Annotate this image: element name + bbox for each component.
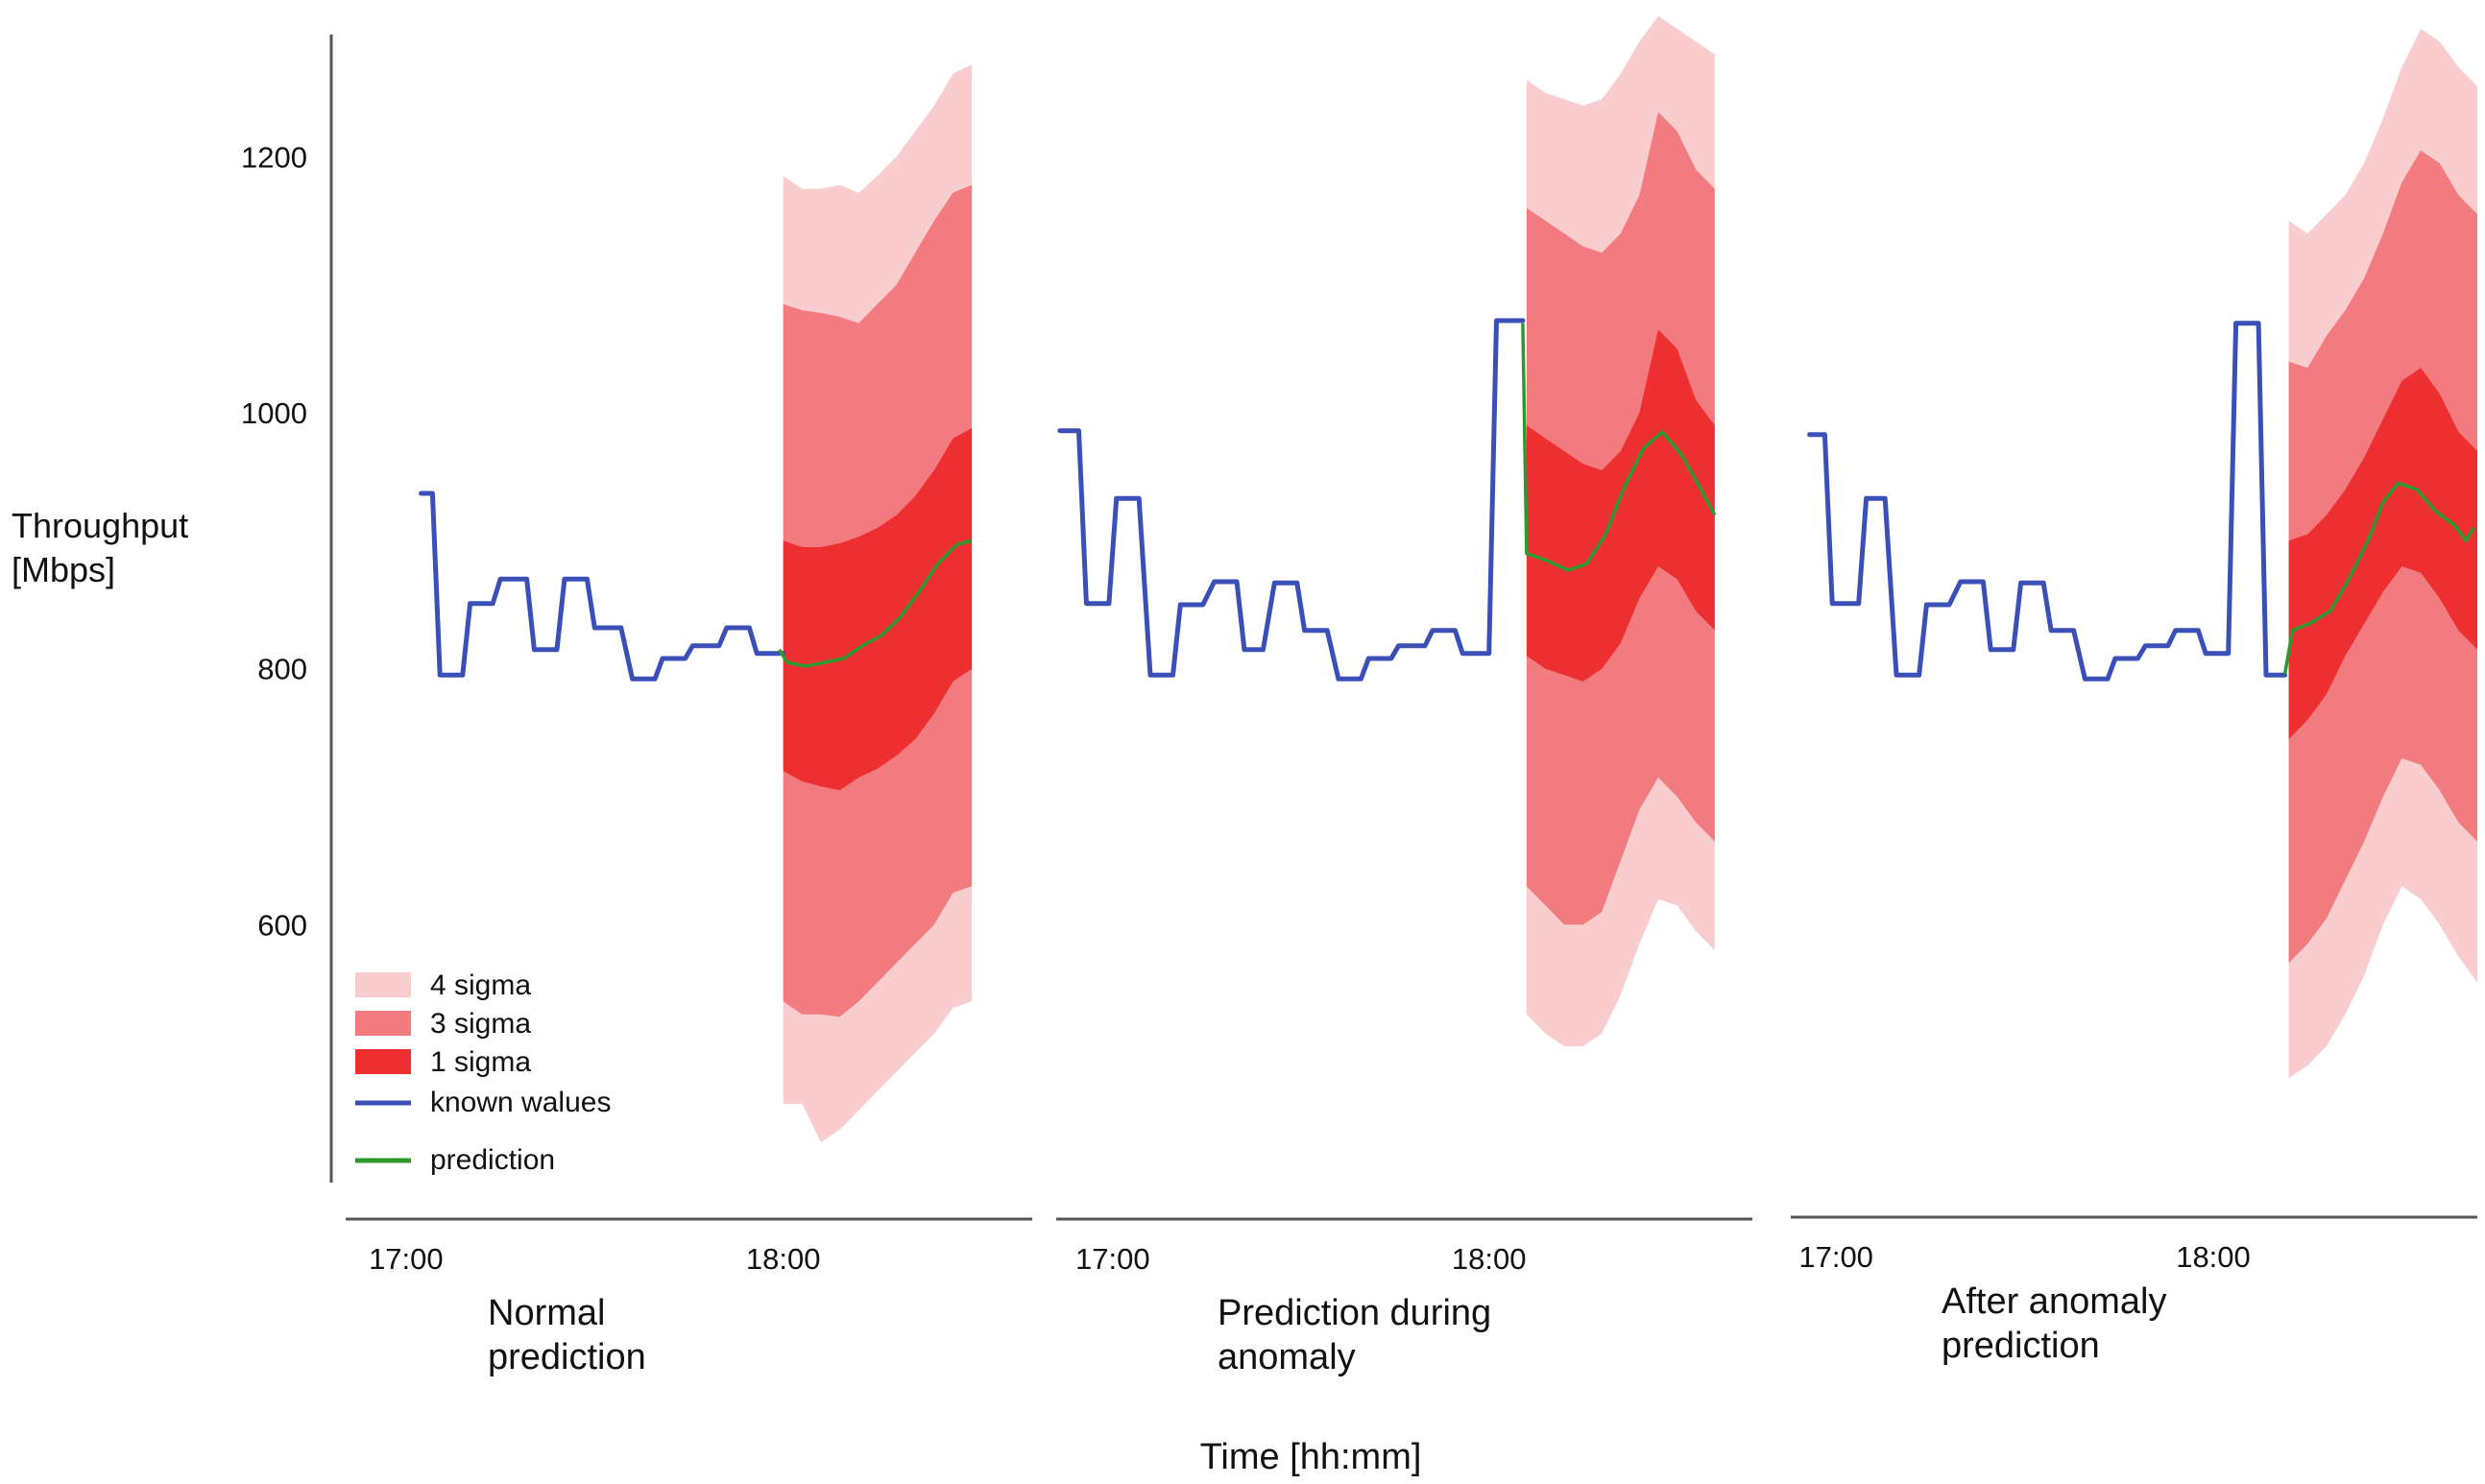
x-axis-label: Time [hh:mm] bbox=[1200, 1437, 1422, 1477]
panel-title-line: prediction bbox=[1942, 1326, 2100, 1366]
sigma-bands-layer bbox=[783, 15, 2477, 1142]
x-tick-label: 18:00 bbox=[1452, 1242, 1527, 1276]
band-1-sigma bbox=[1526, 329, 1715, 682]
prediction-line bbox=[1521, 323, 1717, 572]
labels-layer: 600 800 1000 1200 Throughput [Mbps] Time [hh:m… bbox=[12, 140, 2251, 1477]
y-tick-label: 1000 bbox=[241, 396, 307, 430]
x-tick-label: 17:00 bbox=[1798, 1240, 1873, 1274]
known-values-line bbox=[1807, 321, 2288, 682]
y-tick-label: 600 bbox=[257, 908, 307, 942]
series-lines-layer bbox=[419, 318, 2475, 682]
legend-label: prediction bbox=[430, 1144, 555, 1176]
x-tick-label: 17:00 bbox=[1075, 1242, 1150, 1276]
legend-label: 1 sigma bbox=[430, 1046, 531, 1078]
axes-layer bbox=[329, 35, 2477, 1221]
legend-label: known walues bbox=[430, 1087, 611, 1118]
legend-label: 3 sigma bbox=[430, 1008, 531, 1040]
known-values-line bbox=[419, 491, 786, 682]
x-tick-label: 17:00 bbox=[369, 1242, 444, 1276]
prediction-line bbox=[2282, 481, 2475, 675]
known-values-line bbox=[1057, 318, 1526, 682]
legend-label: 4 sigma bbox=[430, 969, 531, 1001]
y-axis-label-line: Throughput bbox=[12, 506, 188, 545]
panel-title-line: prediction bbox=[488, 1337, 646, 1377]
y-tick-label: 1200 bbox=[241, 140, 307, 174]
prediction-line bbox=[778, 539, 973, 668]
legend-swatch bbox=[355, 1049, 411, 1074]
panel-title: Normal prediction bbox=[488, 1293, 646, 1377]
band-1-sigma bbox=[783, 428, 973, 791]
panel-title-line: Normal bbox=[488, 1293, 605, 1333]
y-tick-label: 800 bbox=[257, 653, 307, 686]
x-tick-label: 18:00 bbox=[746, 1242, 821, 1276]
panel-title-line: After anomaly bbox=[1942, 1281, 2166, 1322]
y-axis-label-line: [Mbps] bbox=[12, 550, 115, 589]
panel-title: After anomaly prediction bbox=[1942, 1281, 2166, 1366]
legend-swatch bbox=[355, 972, 411, 997]
panel-title-line: anomaly bbox=[1218, 1337, 1356, 1377]
x-tick-label: 18:00 bbox=[2176, 1240, 2251, 1274]
panel-title-line: Prediction during bbox=[1218, 1293, 1491, 1333]
legend: 4 sigma 3 sigma 1 sigma known walues predict… bbox=[355, 969, 611, 1176]
band-1-sigma bbox=[2288, 368, 2477, 739]
panel-title: Prediction during anomaly bbox=[1218, 1293, 1491, 1377]
legend-swatch bbox=[355, 1011, 411, 1036]
y-axis-label: Throughput [Mbps] bbox=[12, 506, 188, 589]
